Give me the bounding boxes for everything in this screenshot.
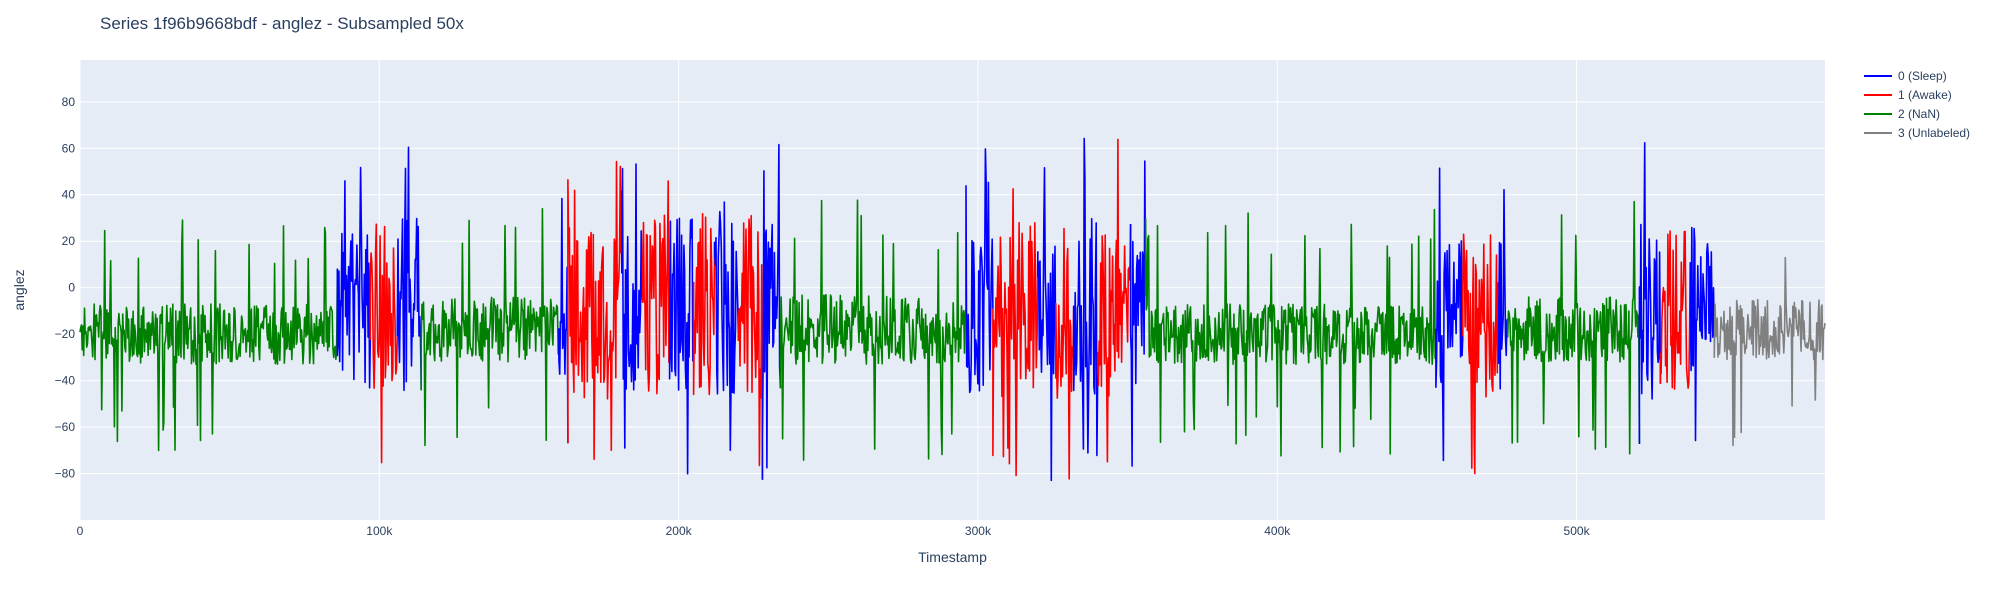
series-segment-sleep	[1037, 167, 1057, 482]
tick-labels: 80 60 40 20 0 −20 −40 −60 −80 0 100k 200k 300k 400k 50…	[55, 95, 1591, 538]
series-segment-sleep	[668, 217, 695, 475]
y-tick-label: 80	[62, 95, 76, 109]
x-tick-label: 300k	[965, 524, 992, 538]
series-segment-sleep	[1638, 142, 1662, 444]
legend-item-sleep[interactable]: 0 (Sleep)	[1864, 66, 1970, 85]
x-tick-label: 400k	[1264, 524, 1291, 538]
series-segment-sleep	[965, 148, 994, 394]
x-tick-label: 0	[77, 524, 84, 538]
y-tick-label: 60	[62, 141, 76, 155]
series-segment-nan	[420, 207, 560, 447]
series-segment-awake	[992, 188, 1039, 477]
series-segment-sleep	[713, 201, 740, 451]
series-segment-sleep	[1497, 188, 1509, 390]
y-axis-title: anglez	[11, 269, 27, 310]
y-tick-label: −40	[55, 374, 76, 388]
x-tick-label: 200k	[666, 524, 693, 538]
y-tick-label: −60	[55, 420, 76, 434]
legend-label-nan: 2 (NaN)	[1898, 106, 1941, 121]
series-segment-awake	[1096, 138, 1132, 463]
legend-swatch-awake	[1864, 93, 1892, 96]
chart-title: Series 1f96b9668bdf - anglez - Subsample…	[100, 14, 464, 33]
legend-item-unlabeled[interactable]: 3 (Unlabeled)	[1864, 123, 1970, 142]
series-segment-sleep	[558, 197, 569, 444]
series-segment-awake	[737, 214, 764, 480]
series-segment-sleep	[1129, 160, 1147, 467]
series-segment-sleep	[1435, 167, 1464, 462]
legend: 0 (Sleep) 1 (Awake) 2 (NaN) 3 (Unlabeled…	[1864, 66, 1970, 142]
series-segment-awake	[1055, 227, 1075, 480]
series-segment-sleep	[621, 163, 644, 449]
legend-item-awake[interactable]: 1 (Awake)	[1864, 85, 1970, 104]
x-tick-label: 500k	[1564, 524, 1591, 538]
series-segment-nan	[1144, 208, 1437, 457]
series-lines	[79, 137, 1826, 482]
series-segment-unlabeled	[1713, 256, 1826, 447]
legend-item-nan[interactable]: 2 (NaN)	[1864, 104, 1970, 123]
legend-label-unlabeled: 3 (Unlabeled)	[1898, 125, 1971, 140]
legend-swatch-sleep	[1864, 74, 1892, 77]
series-segment-sleep	[1072, 137, 1099, 457]
series-segment-awake	[641, 180, 671, 395]
series-segment-sleep	[761, 143, 782, 480]
series-segment-awake	[692, 212, 716, 396]
y-tick-label: 20	[62, 234, 76, 248]
x-axis-title: Timestamp	[918, 549, 987, 565]
legend-label-awake: 1 (Awake)	[1898, 87, 1952, 102]
series-segment-awake	[369, 223, 399, 464]
series-segment-sleep	[396, 146, 422, 392]
series-segment-nan	[779, 199, 967, 461]
y-tick-label: 0	[68, 281, 75, 295]
series-segment-sleep	[336, 166, 372, 389]
series-segment-nan	[79, 219, 339, 452]
series-segment-awake	[1462, 233, 1500, 475]
y-tick-label: −20	[55, 327, 76, 341]
y-tick-label: −80	[55, 467, 76, 481]
legend-swatch-unlabeled	[1864, 131, 1892, 134]
series-segment-awake	[1659, 230, 1692, 390]
x-tick-label: 100k	[366, 524, 393, 538]
series-segment-nan	[1506, 200, 1641, 455]
y-tick-label: 40	[62, 188, 76, 202]
series-segment-awake	[567, 160, 623, 461]
series-segment-sleep	[1689, 226, 1716, 442]
legend-swatch-nan	[1864, 112, 1892, 115]
legend-label-sleep: 0 (Sleep)	[1898, 68, 1947, 83]
